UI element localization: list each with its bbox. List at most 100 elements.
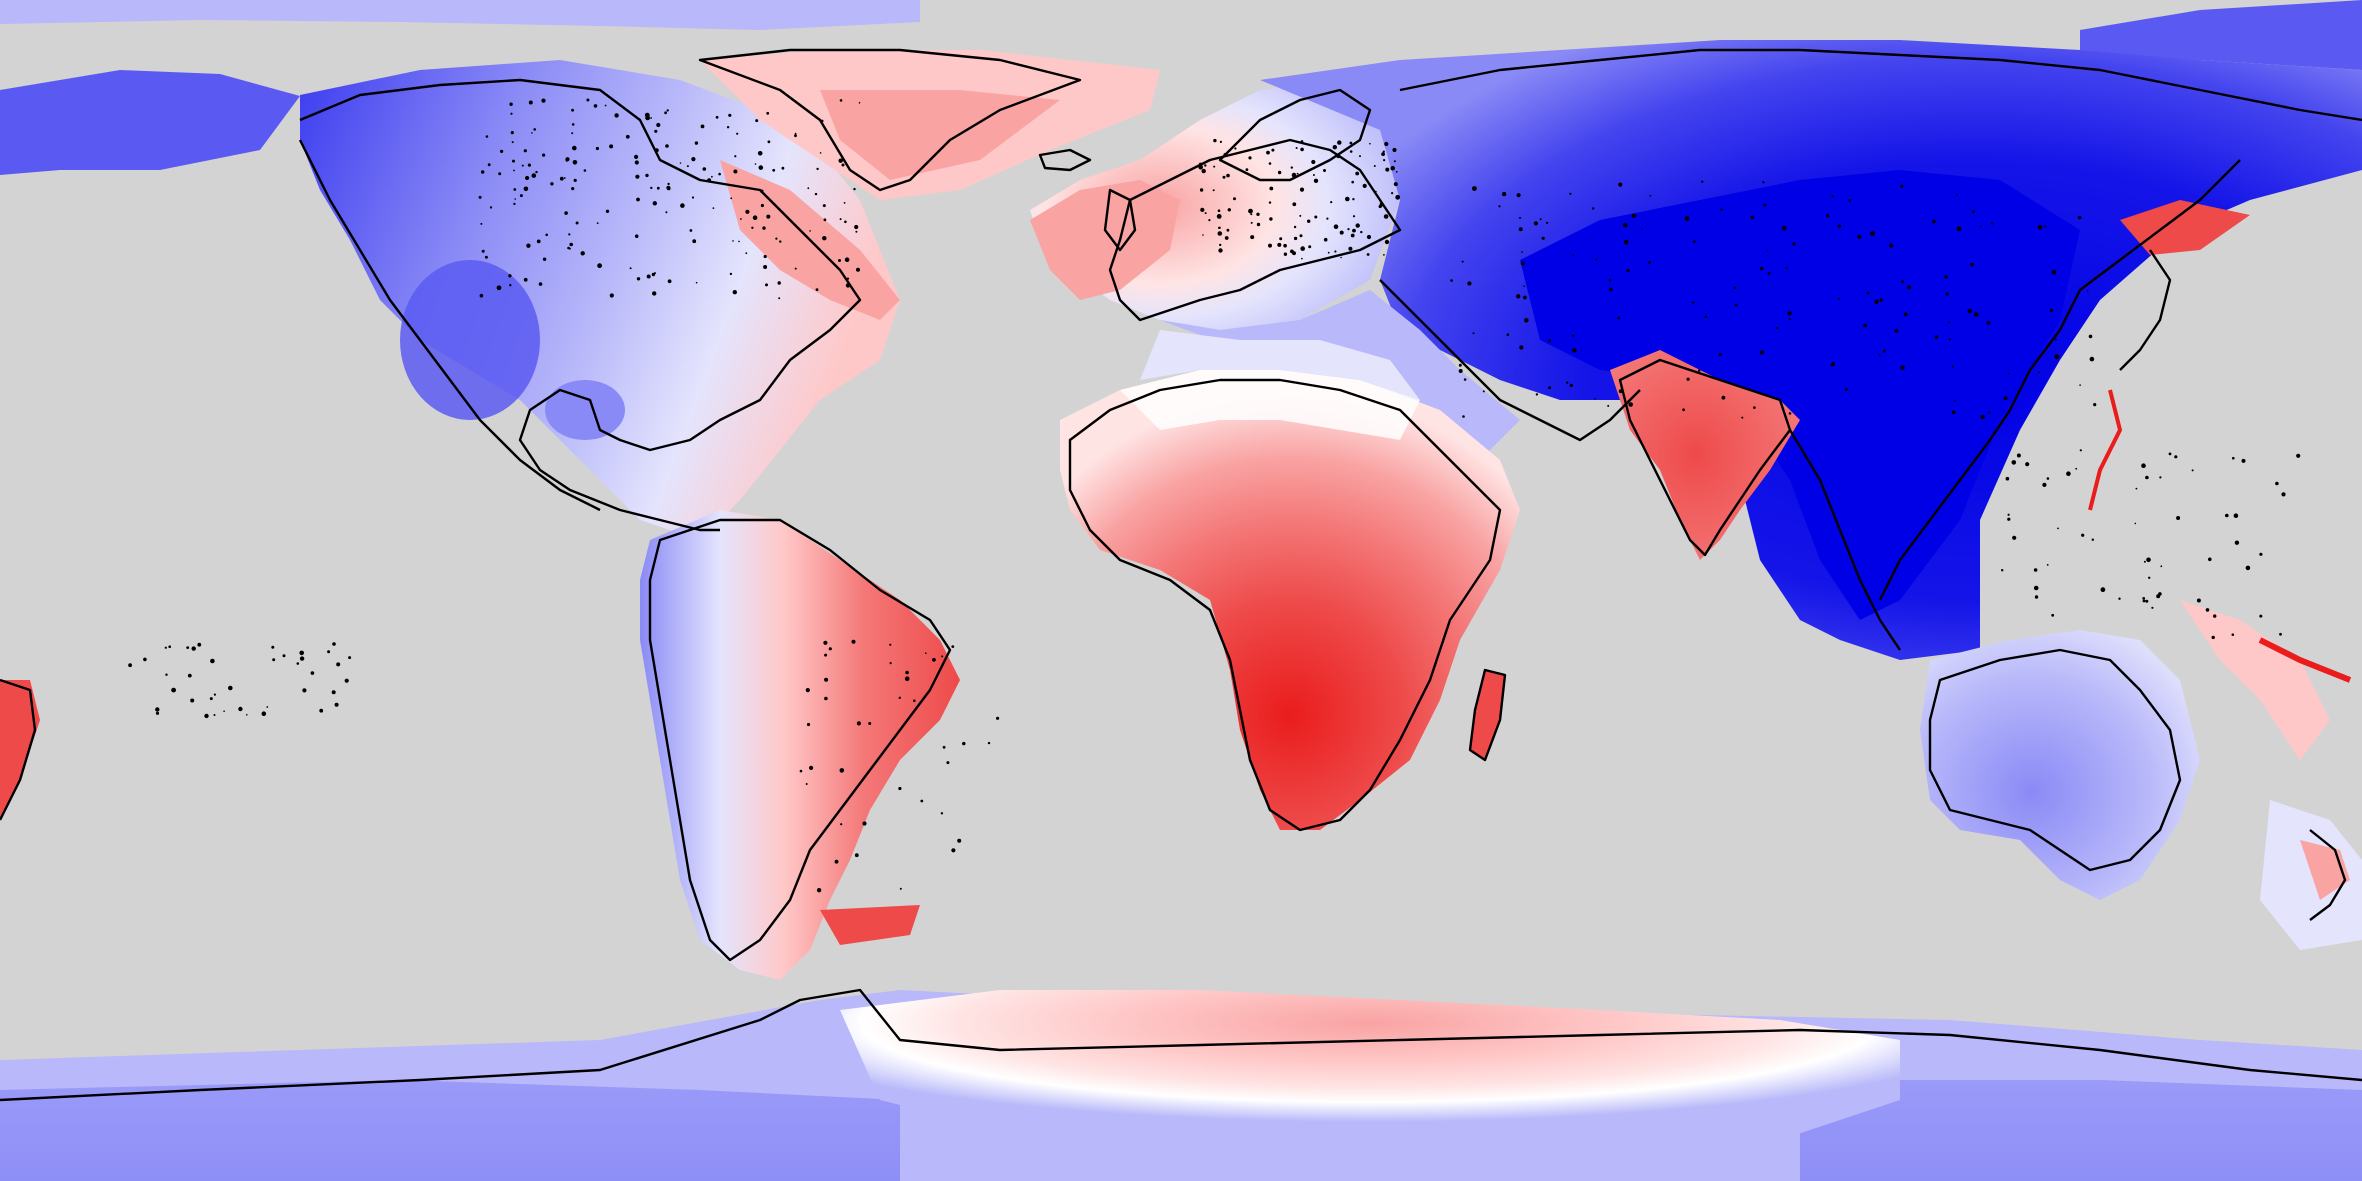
island-dot	[334, 702, 339, 707]
island-dot	[736, 132, 739, 135]
island-dot	[565, 158, 569, 162]
island-dot	[165, 673, 168, 676]
island-dot	[2007, 517, 2011, 521]
pacific-warm-arc	[2180, 600, 2330, 760]
island-dot	[1609, 287, 1613, 292]
island-dot	[487, 163, 491, 167]
island-dot	[664, 111, 667, 115]
island-dot	[2135, 487, 2138, 490]
island-dot	[1482, 390, 1485, 393]
island-dot	[856, 721, 862, 726]
island-dot	[2156, 594, 2161, 599]
island-dot	[1519, 216, 1521, 219]
island-dot	[1226, 173, 1230, 178]
island-dot	[1227, 208, 1232, 212]
island-dot	[1383, 254, 1385, 256]
island-dot	[209, 697, 213, 701]
island-dot	[702, 167, 707, 171]
island-dot	[2141, 463, 2146, 469]
island-dot	[1393, 182, 1398, 187]
island-dot	[299, 656, 305, 661]
island-dot	[1291, 172, 1297, 178]
island-dot	[654, 272, 656, 275]
island-dot	[1373, 165, 1376, 167]
island-dot	[155, 707, 160, 712]
island-dot	[777, 281, 781, 285]
island-dot	[1951, 410, 1956, 415]
coastline-pacific-island-west	[0, 678, 37, 821]
island-dot	[636, 197, 640, 202]
island-dot	[478, 195, 482, 199]
island-dot	[533, 128, 536, 131]
island-dot	[1894, 328, 1899, 333]
island-dot	[816, 888, 822, 893]
island-dot	[609, 293, 614, 298]
island-dot	[1882, 349, 1886, 353]
island-dot	[1219, 140, 1222, 143]
island-dot	[645, 173, 649, 178]
island-dot	[171, 687, 177, 693]
island-dot	[296, 662, 300, 665]
island-dot	[634, 234, 639, 238]
island-dot	[807, 187, 810, 190]
island-dot	[1326, 217, 1329, 220]
island-dot	[809, 230, 811, 232]
island-dot	[1762, 181, 1765, 184]
island-dot	[1901, 280, 1904, 283]
island-dot	[509, 102, 513, 106]
north-america-cold-core	[400, 260, 540, 420]
island-dot	[745, 252, 748, 255]
island-dot	[2049, 308, 2054, 313]
island-dot	[1198, 165, 1203, 170]
island-dot	[692, 239, 697, 244]
island-dot	[1874, 299, 1879, 304]
island-dot	[913, 699, 916, 702]
island-dot	[765, 283, 768, 287]
island-dot	[762, 226, 766, 230]
island-dot	[508, 274, 512, 278]
island-dot	[1569, 383, 1573, 387]
island-dot	[595, 146, 600, 151]
island-dot	[2225, 513, 2229, 518]
island-dot	[715, 115, 719, 119]
island-dot	[1718, 353, 1722, 356]
island-dot	[1837, 224, 1842, 228]
island-dot	[754, 163, 757, 165]
island-dot	[2279, 632, 2282, 636]
island-dot	[1393, 160, 1396, 163]
island-dot	[1268, 243, 1272, 248]
island-dot	[2046, 477, 2050, 480]
island-dot	[2079, 449, 2082, 452]
greenland-warm-core	[820, 90, 1060, 180]
gulf-cold-ring	[545, 380, 625, 440]
island-dot	[344, 678, 349, 683]
island-dot	[718, 172, 721, 176]
island-dot	[1986, 321, 1991, 325]
island-dot	[1548, 339, 1551, 343]
island-dot	[1390, 165, 1395, 171]
island-dot	[1775, 327, 1779, 330]
island-dot	[889, 662, 892, 665]
island-dot	[564, 211, 568, 215]
island-dot	[190, 698, 195, 703]
island-dot	[1219, 243, 1222, 247]
island-dot	[1766, 249, 1769, 252]
island-dot	[1566, 381, 1569, 384]
island-dot	[823, 218, 827, 222]
island-dot	[1692, 301, 1695, 304]
island-dot	[2033, 568, 2038, 572]
island-dot	[851, 639, 856, 644]
island-dot	[1518, 227, 1523, 232]
island-dot	[1268, 162, 1272, 165]
island-dot	[2134, 522, 2137, 525]
island-dot	[331, 690, 336, 695]
island-dot	[666, 109, 669, 112]
island-dot	[1785, 267, 1788, 270]
island-dot	[629, 267, 632, 270]
island-dot	[814, 192, 818, 196]
island-dot	[824, 677, 829, 682]
island-dot	[510, 112, 513, 115]
island-dot	[1216, 214, 1222, 219]
